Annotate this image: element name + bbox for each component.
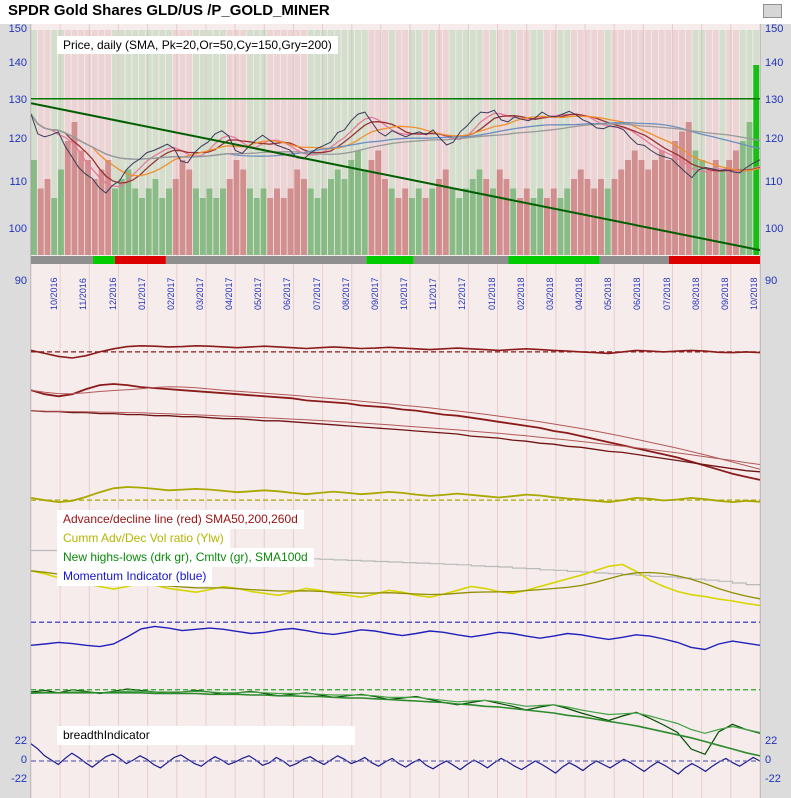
axis-tick: 90 [765, 274, 778, 287]
axis-tick: 100 [8, 223, 27, 236]
axis-tick: 130 [765, 93, 784, 106]
axis-tick: -22 [765, 773, 781, 786]
chart-title: SPDR Gold Shares GLD/US /P_GOLD_MINER [8, 2, 330, 19]
axis-tick: 0 [765, 754, 772, 766]
chart-canvas [31, 24, 760, 798]
axis-tick: -22 [11, 773, 27, 786]
momentum-label: Momentum Indicator (blue) [57, 567, 213, 586]
window-button[interactable] [763, 4, 782, 18]
axis-tick: 150 [8, 23, 27, 35]
axis-tick: 22 [765, 734, 778, 747]
axis-tick: 140 [765, 57, 784, 70]
axis-tick: 100 [765, 223, 784, 236]
price-panel-label: Price, daily (SMA, Pk=20,Or=50,Cy=150,Gr… [57, 36, 338, 54]
axis-tick: 90 [14, 274, 27, 287]
indicator-legend: Advance/decline line (red) SMA50,200,260… [57, 510, 314, 586]
axis-tick: 120 [8, 133, 27, 146]
adv-dec-vol-label: Cumm Adv/Dec Vol ratio (Ylw) [57, 529, 230, 548]
axis-tick: 22 [14, 734, 27, 747]
axis-tick: 110 [9, 175, 27, 188]
left-axis-gutter: 150 140 130 120 110 100 90 22 0 -22 [0, 23, 31, 798]
axis-tick: 110 [765, 175, 783, 188]
axis-tick: 120 [765, 133, 784, 146]
axis-tick: 0 [20, 754, 27, 766]
breadth-panel-label: breadthIndicator [57, 726, 355, 745]
axis-tick: 130 [8, 93, 27, 106]
axis-tick: 150 [765, 23, 784, 35]
axis-tick: 140 [8, 57, 27, 70]
right-axis-gutter: 150 140 130 120 110 100 90 22 0 -22 [760, 23, 791, 798]
ad-line-label: Advance/decline line (red) SMA50,200,260… [57, 510, 304, 529]
plot-area[interactable]: 10/2016 11/2016 12/2016 01/2017 02/2017 03/20… [31, 24, 760, 798]
highs-lows-label: New highs-lows (drk gr), Cmltv (gr), SMA… [57, 548, 314, 567]
title-bar: SPDR Gold Shares GLD/US /P_GOLD_MINER [0, 0, 791, 24]
